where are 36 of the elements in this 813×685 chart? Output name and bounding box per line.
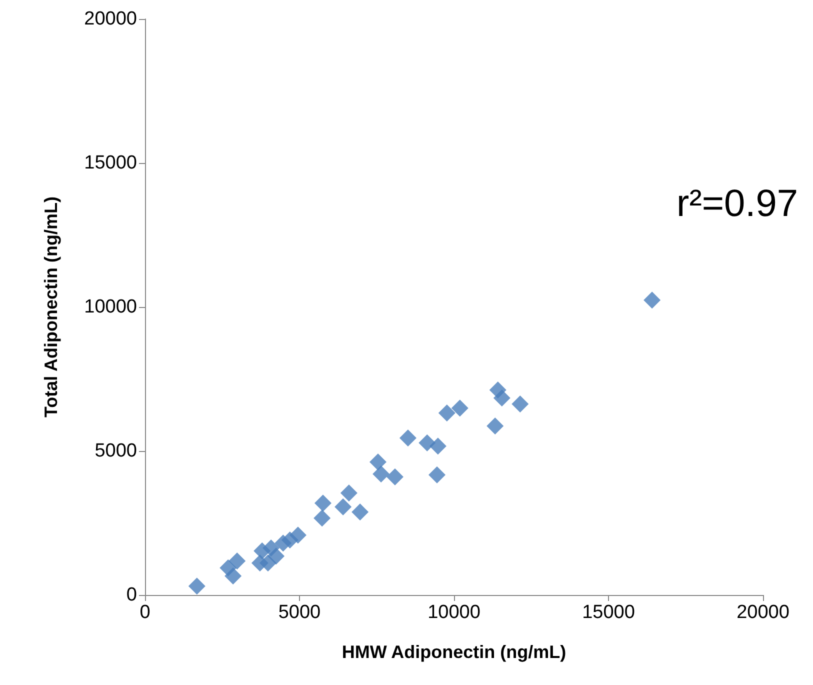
x-tick-label: 15000 [582,602,635,623]
point [399,430,416,447]
point [188,578,206,595]
point [386,468,404,486]
y-tick-label: 15000 [84,152,137,174]
point [314,510,331,527]
point [512,396,529,413]
point [493,390,510,407]
point [262,540,280,557]
x-axis-title: HMW Adiponectin (ng/mL) [342,642,566,662]
y-tick-label: 5000 [94,440,137,462]
y-tick-label: 10000 [84,296,137,318]
x-tick-label: 5000 [278,602,321,623]
point [438,404,456,422]
point [352,504,369,521]
point [644,292,661,309]
y-tick-label: 20000 [84,8,137,30]
annotation: r²=0.97 [676,183,798,225]
y-axis-title: Total Adiponectin (ng/mL) [41,196,61,418]
point [418,434,436,452]
x-tick-label: 10000 [428,602,480,623]
point [428,466,446,484]
point [372,466,390,483]
x-tick-label: 0 [140,602,150,623]
x-tick-label: 20000 [736,602,790,623]
point [314,494,332,512]
point [486,417,504,434]
point [451,400,468,417]
point [224,567,242,584]
y-tick-label: 0 [126,584,137,606]
point [369,453,386,470]
point [228,552,246,570]
point [340,484,358,502]
point [429,438,446,455]
point [289,526,306,544]
point [334,498,352,516]
